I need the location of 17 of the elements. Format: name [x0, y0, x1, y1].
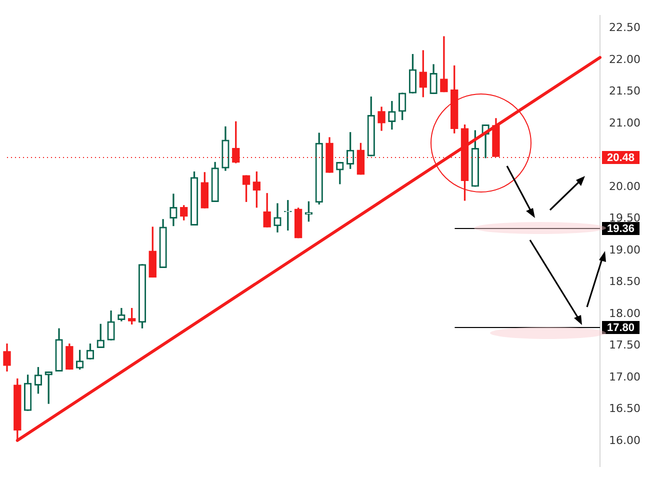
y-tick-label: 18.50 [609, 275, 640, 288]
ref-line-label: 20.48 [607, 152, 635, 164]
y-tick-label: 21.00 [609, 116, 640, 130]
y-tick-label: 18.00 [609, 306, 640, 320]
y-tick-label: 19.50 [609, 212, 640, 225]
y-tick-label: 17.50 [609, 338, 640, 352]
y-tick-label: 16.50 [609, 402, 640, 416]
candlestick [440, 36, 448, 92]
y-tick-label: 20.00 [609, 180, 640, 193]
ref-line-label: 17.80 [607, 322, 635, 334]
y-tick-label: 22.00 [609, 52, 640, 66]
y-tick-label: 22.50 [609, 21, 640, 34]
y-tick-label: 19.00 [609, 243, 640, 256]
y-tick-label: 16.00 [609, 434, 640, 447]
y-tick-label: 17.00 [609, 370, 640, 384]
ref-line-label: 19.36 [607, 223, 635, 236]
y-tick-label: 21.50 [609, 84, 640, 98]
